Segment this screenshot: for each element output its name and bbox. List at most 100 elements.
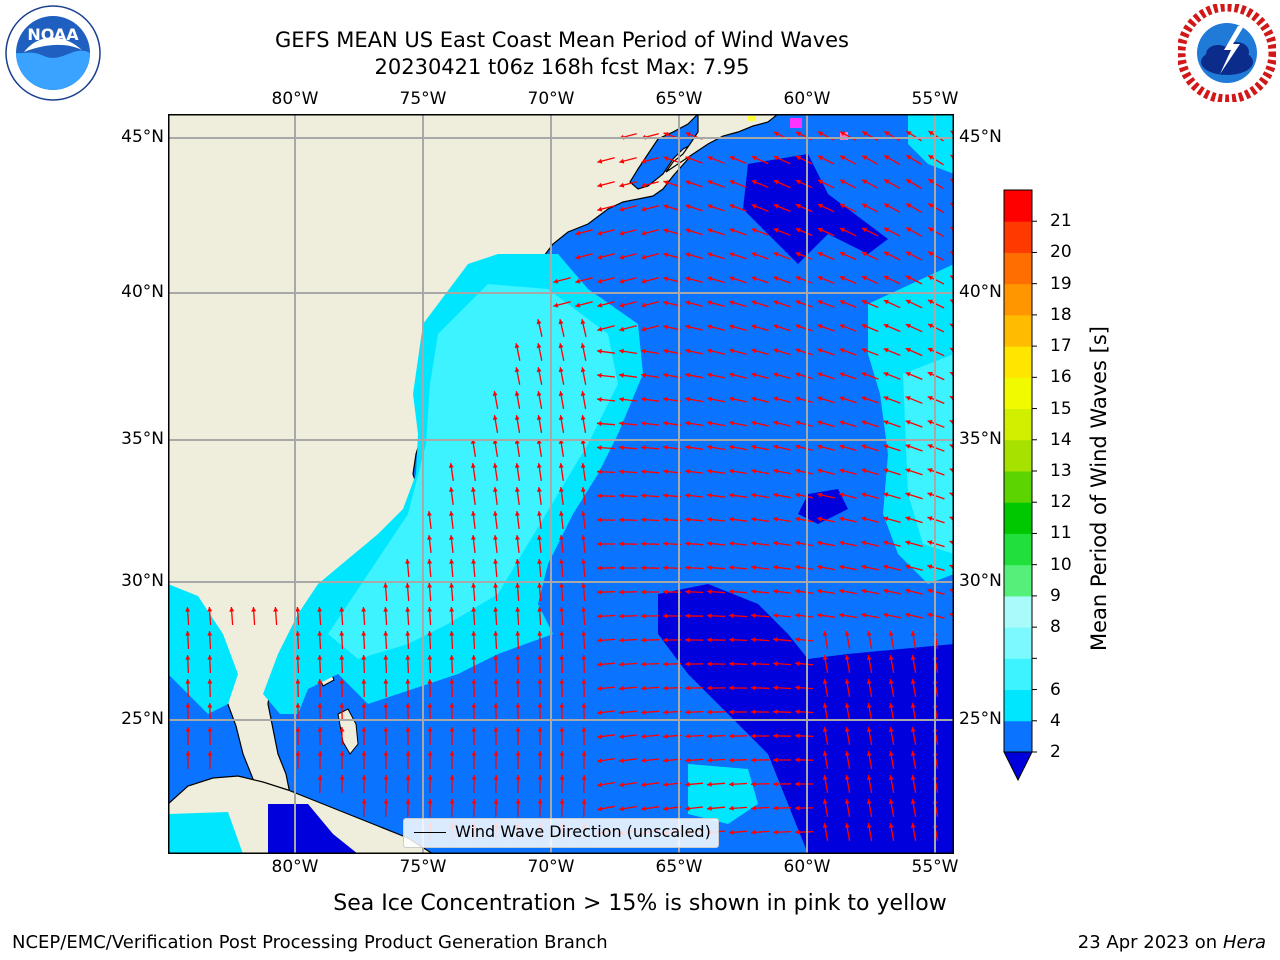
wave-direction-arrowhead: [888, 655, 894, 660]
wave-direction-arrowhead: [581, 511, 586, 516]
wave-direction-arrowhead: [619, 206, 625, 212]
colorbar-tick-label: 9: [1050, 586, 1061, 606]
wave-direction-arrowhead: [707, 637, 712, 643]
wave-direction-arrowhead: [773, 396, 779, 402]
wave-direction-arrowhead: [795, 252, 801, 257]
wave-direction-arrowhead: [773, 733, 778, 739]
wave-direction-arrowhead: [663, 156, 669, 161]
wave-direction-arrowhead: [707, 372, 713, 378]
wave-direction-arrowhead: [818, 155, 824, 161]
colorbar-band: [1004, 658, 1032, 691]
wave-direction-arrowhead: [729, 252, 735, 257]
wave-direction-arrowhead: [707, 396, 713, 402]
wave-direction-arrowhead: [515, 727, 521, 732]
wave-direction-arrowhead: [536, 439, 542, 444]
wave-direction-arrowhead: [773, 348, 779, 354]
wave-direction-arrowhead: [773, 276, 779, 281]
wave-direction-arrowhead: [685, 348, 691, 354]
wave-direction-arrowhead: [663, 589, 668, 595]
wave-direction-arrowhead: [515, 799, 521, 804]
lon-tick-label-bottom: 80°W: [271, 857, 319, 877]
wave-direction-arrowhead: [861, 564, 867, 570]
wave-direction-arrowhead: [493, 679, 499, 684]
wave-direction-arrowhead: [773, 757, 778, 763]
wave-direction-arrowhead: [663, 613, 668, 619]
wave-direction-arrowhead: [581, 535, 586, 540]
wave-direction-arrowhead: [795, 661, 800, 667]
wave-direction-arrowhead: [685, 324, 691, 330]
wave-direction-arrowhead: [866, 751, 872, 756]
wave-direction-arrowhead: [427, 631, 433, 636]
wave-direction-arrowhead: [663, 252, 669, 258]
wave-direction-arrowhead: [537, 655, 543, 660]
wave-direction-arrowhead: [663, 469, 668, 474]
lat-tick-label-right: 45°N: [959, 127, 1002, 147]
noaa-logo-text: NOAA: [27, 25, 79, 44]
wave-direction-arrowhead: [493, 775, 499, 780]
wave-direction-arrowhead: [773, 685, 778, 691]
wave-direction-arrowhead: [559, 607, 565, 612]
wave-direction-arrowhead: [795, 228, 801, 233]
wave-direction-arrowhead: [641, 782, 646, 788]
wave-direction-arrowhead: [597, 661, 602, 667]
wave-direction-arrowhead: [905, 347, 911, 353]
wave-direction-arrowhead: [729, 276, 735, 282]
wave-direction-arrowhead: [663, 372, 668, 378]
wave-direction-arrowhead: [295, 631, 301, 636]
wave-direction-arrowhead: [844, 679, 850, 684]
wave-direction-arrowhead: [861, 468, 867, 474]
wave-direction-arrowhead: [773, 179, 779, 185]
wave-direction-arrowhead: [729, 733, 734, 739]
wave-direction-arrowhead: [471, 703, 477, 708]
wave-direction-arrowhead: [729, 348, 735, 354]
wave-direction-arrowhead: [493, 511, 498, 516]
wave-direction-arrowhead: [317, 607, 323, 612]
wave-direction-arrowhead: [773, 372, 779, 378]
colorbar-tick-label: 4: [1050, 711, 1061, 731]
wave-direction-arrowhead: [839, 516, 845, 522]
wave-direction-arrowhead: [685, 541, 690, 547]
wave-direction-arrowhead: [559, 631, 565, 636]
wave-direction-arrowhead: [493, 655, 499, 660]
wave-direction-arrowhead: [580, 415, 586, 420]
wave-direction-arrowhead: [822, 775, 828, 780]
wave-direction-arrowhead: [207, 679, 213, 684]
wave-direction-arrowhead: [317, 679, 323, 684]
wave-direction-arrowhead: [383, 655, 389, 660]
wave-direction-arrowhead: [707, 204, 713, 209]
wave-direction-arrowhead: [884, 155, 890, 160]
wave-direction-arrowhead: [817, 540, 823, 546]
wave-direction-arrowhead: [773, 228, 779, 233]
wave-direction-arrowhead: [773, 805, 778, 811]
wave-direction-arrowhead: [839, 492, 845, 498]
wave-direction-arrowhead: [685, 517, 690, 523]
wave-direction-arrowhead: [905, 299, 911, 305]
wave-direction-arrowhead: [514, 343, 520, 349]
wave-direction-arrowhead: [558, 487, 564, 492]
wave-direction-arrowhead: [449, 751, 455, 756]
wave-direction-arrowhead: [493, 631, 499, 636]
wave-direction-arrowhead: [537, 727, 543, 732]
wave-direction-arrowhead: [427, 655, 433, 660]
wave-direction-arrowhead: [707, 156, 713, 161]
wave-direction-arrowhead: [685, 228, 691, 234]
wave-direction-arrowhead: [641, 421, 646, 426]
colorbar-tick-label: 12: [1050, 492, 1072, 512]
wave-direction-arrowhead: [707, 757, 712, 763]
wave-direction-arrowhead: [515, 559, 521, 564]
wave-direction-arrowhead: [795, 709, 800, 715]
wave-direction-arrowhead: [471, 607, 477, 612]
wave-direction-arrowhead: [619, 278, 625, 284]
wave-direction-arrowhead: [795, 781, 800, 787]
wave-direction-arrowhead: [729, 757, 734, 763]
wave-direction-arrowhead: [536, 367, 542, 373]
wave-direction-arrowhead: [619, 758, 624, 764]
wave-direction-arrowhead: [861, 275, 867, 281]
wave-direction-arrowhead: [558, 463, 564, 468]
wave-direction-arrowhead: [751, 637, 756, 643]
wave-direction-arrowhead: [729, 661, 734, 667]
wave-direction-arrowhead: [641, 709, 646, 715]
colorbar-band: [1004, 471, 1032, 503]
wave-direction-arrowhead: [597, 445, 602, 451]
wave-direction-arrowhead: [685, 733, 690, 739]
